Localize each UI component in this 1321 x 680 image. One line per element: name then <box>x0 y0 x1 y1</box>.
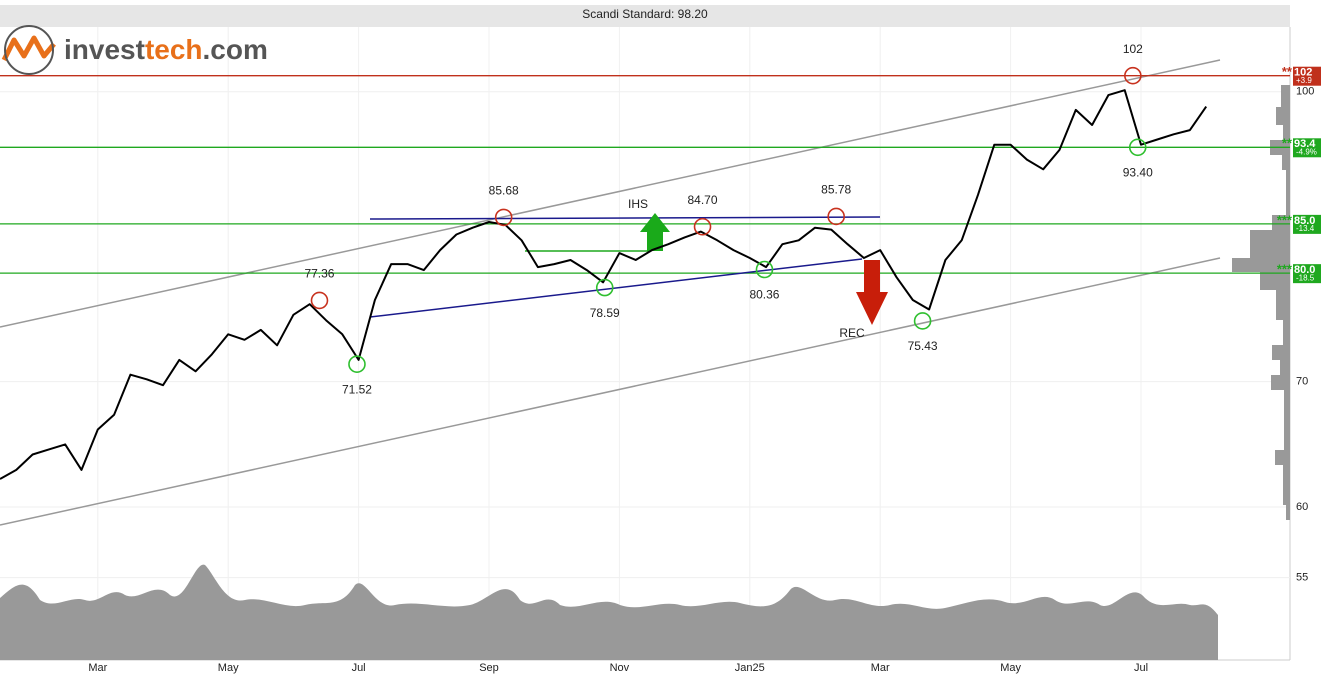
pivot-label: 80.36 <box>749 288 779 302</box>
pivot-label: 78.59 <box>590 306 620 320</box>
level-label: 102 <box>1294 67 1312 79</box>
x-tick-label: Jul <box>352 662 366 674</box>
pivot-marker <box>827 207 845 226</box>
pivot-label: 85.68 <box>489 184 519 198</box>
y-tick-label: 100 <box>1296 86 1314 98</box>
grid <box>0 27 1290 660</box>
pivot-label: 85.78 <box>821 183 851 197</box>
pivot-label: 71.52 <box>342 382 372 396</box>
pivot-marker <box>1128 138 1147 157</box>
title-bar <box>0 5 1290 27</box>
channel-line <box>0 257 1221 526</box>
x-tick-label: Jan25 <box>735 662 765 674</box>
level-label: 93.4 <box>1294 138 1316 150</box>
pivot-marker <box>494 208 513 227</box>
level-label: 85.0 <box>1294 215 1315 227</box>
annotation: REC <box>839 326 865 340</box>
pivot-label: 77.36 <box>304 267 334 281</box>
y-tick-label: 60 <box>1296 501 1308 513</box>
level-stars: ** <box>1282 64 1293 79</box>
logo-text: .com <box>203 34 268 65</box>
level-change: +3.9 <box>1296 76 1312 85</box>
level-change: -4.9% <box>1296 147 1317 156</box>
buy-arrow <box>640 213 670 251</box>
channel-line <box>0 59 1221 328</box>
pivot-marker <box>595 278 614 297</box>
pivot-marker <box>310 291 329 310</box>
pivot-marker <box>1124 66 1142 85</box>
level-tag <box>1293 138 1321 158</box>
x-tick-label: Sep <box>479 662 499 674</box>
pivot-label: 84.70 <box>688 193 718 207</box>
sell-arrow <box>856 260 888 325</box>
level-stars: *** <box>1277 212 1293 227</box>
logo-text: tech <box>145 34 203 65</box>
svg-text:investtech.com: investtech.com <box>64 34 268 65</box>
level-change: -13.4 <box>1296 224 1315 233</box>
pattern-line <box>369 258 863 318</box>
pivot-marker <box>913 312 932 330</box>
pivot-label: 75.43 <box>908 339 938 353</box>
logo-text: invest <box>64 34 145 65</box>
pivot-label: 93.40 <box>1123 165 1153 179</box>
y-tick-label: 70 <box>1296 376 1308 388</box>
level-tag <box>1293 264 1321 284</box>
level-tag <box>1293 66 1321 86</box>
volume-area <box>0 564 1218 660</box>
x-tick-label: Mar <box>88 662 107 674</box>
y-tick-label: 55 <box>1296 572 1308 584</box>
x-tick-label: Jul <box>1134 662 1148 674</box>
level-label: 80.0 <box>1294 264 1315 276</box>
annotation: IHS <box>628 197 648 211</box>
price-line <box>0 89 1208 480</box>
pivot-marker <box>755 260 774 279</box>
x-tick-label: May <box>218 662 239 674</box>
logo-icon <box>1 35 56 62</box>
volume-profile <box>1232 85 1290 520</box>
series <box>0 89 1208 480</box>
logo-ring <box>4 25 54 75</box>
level-stars: ** <box>1282 136 1293 151</box>
pivot-marker <box>348 355 366 374</box>
logo: investtech.com <box>1 25 268 75</box>
level-stars: *** <box>1277 262 1293 277</box>
pivot-marker <box>693 217 712 236</box>
level-change: -18.5 <box>1296 273 1315 282</box>
x-tick-label: Mar <box>871 662 890 674</box>
level-tag <box>1293 214 1321 234</box>
chart-title: Scandi Standard: 98.20 <box>582 7 708 21</box>
x-tick-label: May <box>1000 662 1021 674</box>
pattern-line <box>369 216 881 220</box>
pivot-label: 102 <box>1123 42 1143 56</box>
levels <box>0 75 1290 274</box>
x-tick-label: Nov <box>610 662 630 674</box>
